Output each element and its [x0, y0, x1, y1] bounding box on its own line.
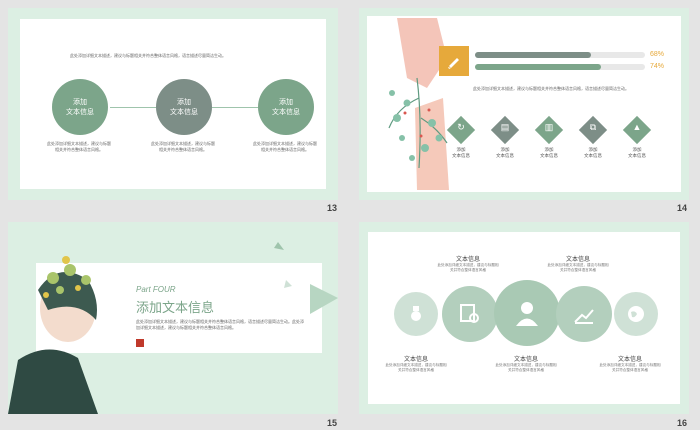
pencil-icon: [439, 46, 469, 76]
slide-thumbnail-13[interactable]: 此处添加详细文本描述，建议与标题相关并符合整体语言风格，语言描述尽量简洁生动。 …: [8, 8, 338, 200]
seal-stamp: [136, 339, 144, 347]
circle-tile: [494, 280, 560, 346]
growth-icon: ▲: [632, 122, 642, 132]
section-title: 添加文本信息: [136, 301, 215, 316]
percent-label: 68%: [650, 51, 665, 58]
item-text: 此处添加详细文本描述，建议与标题相关并符合整体语言风格: [437, 263, 499, 272]
girl-portrait-illustration: [8, 256, 98, 414]
circle-label: 添加 文本信息: [52, 79, 108, 135]
decorative-triangles: [274, 242, 338, 314]
item-text: 此处添加详细文本描述，建议与标题相关并符合整体语言风格: [385, 363, 447, 372]
medal-icon: [411, 306, 421, 321]
icon-label: 添加 文本信息: [452, 148, 470, 159]
part-label: Part FOUR: [136, 285, 176, 294]
slide-thumbnail-14[interactable]: 68% 74% 此处添加详细文本描述，建议与标题相关并符合整体语言风格，语言描述…: [359, 8, 689, 200]
circle-tile: [556, 286, 612, 342]
icon-label: 添加 文本信息: [628, 148, 646, 159]
circle-tile: [394, 292, 438, 336]
icon-label: 添加 文本信息: [496, 148, 514, 159]
hands-plant-illustration: [388, 18, 449, 190]
percent-label: 74%: [650, 63, 665, 70]
circle-label: 添加 文本信息: [258, 79, 314, 135]
icon-label: 添加 文本信息: [584, 148, 602, 159]
description-text: 此处添加详细文本描述，建议与标题相关并符合整体语言风格。: [151, 141, 215, 152]
icon-label: 添加 文本信息: [540, 148, 558, 159]
description-text: 此处添加详细文本描述，建议与标题相关并符合整体语言风格。: [253, 141, 317, 152]
intro-text: 此处添加详细文本描述，建议与标题相关并符合整体语言风格，语言描述尽量简洁生动。: [70, 53, 226, 58]
search-document-icon: [460, 304, 479, 323]
growth-chart-icon: [574, 309, 594, 324]
progress-bar-74: [475, 64, 601, 70]
globe-icon: [628, 306, 644, 322]
slide-thumbnail-15[interactable]: Part FOUR 添加文本信息 此处添加详细文本描述，建议与标题相关并符合整体…: [8, 222, 338, 414]
body-text: 此处添加详细文本描述，建议与标题相关并符合整体语言风格，语言描述尽量简洁生动。: [473, 86, 629, 91]
circle-tile: [614, 292, 658, 336]
chart-icon: ▥: [544, 122, 554, 132]
slide-content: 68% 74% 此处添加详细文本描述，建议与标题相关并符合整体语言风格，语言描述…: [367, 16, 681, 192]
document-icon: ▤: [500, 122, 510, 132]
slide-number: 16: [677, 418, 688, 428]
item-text: 此处添加详细文本描述，建议与标题相关并符合整体语言风格: [599, 363, 661, 372]
item-title: 文本信息: [617, 356, 642, 363]
item-text: 此处添加详细文本描述，建议与标题相关并符合整体语言风格: [547, 263, 609, 272]
item-title: 文本信息: [455, 256, 480, 263]
circle-tile: [442, 286, 498, 342]
description-text: 此处添加详细文本描述，建议与标题相关并符合整体语言风格。: [47, 141, 111, 152]
slide-number: 14: [677, 203, 688, 213]
connector-line: [212, 107, 258, 108]
slide-content: 文本信息 此处添加详细文本描述，建议与标题相关并符合整体语言风格 文本信息 此处…: [368, 232, 680, 404]
body-text: 此处添加详细文本描述，建议与标题相关并符合整体语言风格，语言描述尽量简洁生动。此…: [136, 319, 304, 330]
tags-icon: ⧉: [589, 122, 597, 132]
slide-thumbnail-16[interactable]: 文本信息 此处添加详细文本描述，建议与标题相关并符合整体语言风格 文本信息 此处…: [359, 222, 689, 414]
circle-label: 添加 文本信息: [156, 79, 212, 135]
person-icon: [516, 302, 538, 326]
slide-content: 此处添加详细文本描述，建议与标题相关并符合整体语言风格，语言描述尽量简洁生动。 …: [20, 19, 326, 189]
slide-number: 15: [327, 418, 338, 428]
item-text: 此处添加详细文本描述，建议与标题相关并符合整体语言风格: [495, 363, 557, 372]
item-title: 文本信息: [403, 356, 428, 363]
progress-bar-68: [475, 52, 591, 58]
slide-number: 13: [327, 203, 338, 213]
item-title: 文本信息: [565, 256, 590, 263]
item-title: 文本信息: [513, 356, 538, 363]
refresh-icon: ↻: [457, 122, 465, 132]
connector-line: [110, 107, 156, 108]
